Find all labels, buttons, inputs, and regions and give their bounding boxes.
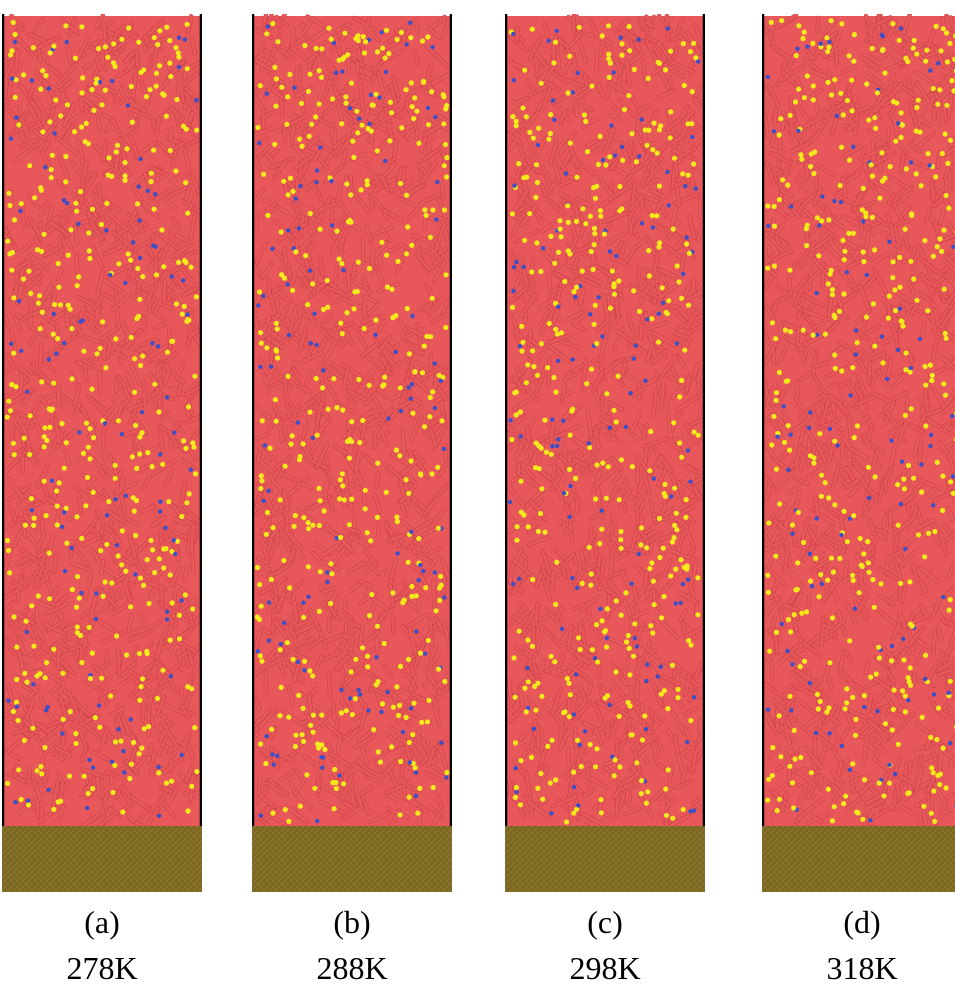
panel-a: (a) 278K bbox=[2, 0, 202, 991]
substrate-slab bbox=[762, 826, 955, 892]
simulation-box-b bbox=[252, 14, 452, 894]
panel-label-d: (d) bbox=[843, 904, 881, 940]
simulation-render bbox=[505, 14, 705, 892]
simulation-render bbox=[762, 14, 955, 892]
rod-molecules bbox=[252, 14, 452, 834]
bead-particles bbox=[4, 19, 200, 818]
simulation-box-c bbox=[505, 14, 705, 894]
substrate-slab bbox=[2, 826, 202, 892]
simulation-box-d bbox=[762, 14, 955, 894]
panel-temperature-a: 278K bbox=[66, 950, 138, 986]
panel-c: (c) 298K bbox=[505, 0, 705, 991]
substrate-slab bbox=[505, 826, 705, 892]
panel-label-c: (c) bbox=[587, 904, 623, 940]
panel-label-a: (a) bbox=[84, 904, 120, 940]
panel-b: (b) 288K bbox=[252, 0, 452, 991]
panel-d: (d) 318K bbox=[762, 0, 955, 991]
simulation-render bbox=[2, 14, 202, 892]
panel-label-b: (b) bbox=[333, 904, 371, 940]
rod-molecules bbox=[505, 14, 705, 830]
panel-temperature-c: 298K bbox=[569, 950, 641, 986]
bead-particles bbox=[765, 18, 955, 825]
bead-particles bbox=[507, 23, 701, 825]
simulation-render bbox=[252, 14, 452, 892]
bead-particles bbox=[254, 20, 450, 825]
substrate-slab bbox=[252, 826, 452, 892]
simulation-box-a bbox=[2, 14, 202, 894]
panel-temperature-b: 288K bbox=[316, 950, 388, 986]
panel-temperature-d: 318K bbox=[826, 950, 898, 986]
